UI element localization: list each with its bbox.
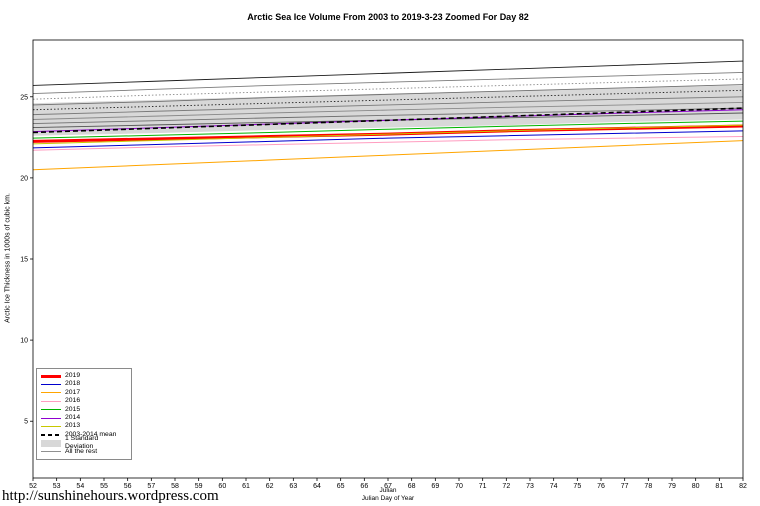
series-line-2016: [32, 136, 744, 151]
legend-item: 2003-2014 mean: [41, 431, 127, 439]
y-axis-label: Arctic Ice Thickness in 1000s of cubic k…: [4, 193, 12, 323]
x-tick-label: 56: [124, 483, 132, 490]
x-axis-label-line2: Julian Day of Year: [361, 494, 415, 502]
x-tick-label: 61: [242, 483, 250, 490]
series-line-2003-2014-mean: [32, 107, 744, 134]
legend-label: 2003-2014 mean: [65, 430, 117, 438]
legend-item: All the rest: [41, 448, 127, 456]
series-line-2017: [32, 140, 744, 171]
x-tick-label: 59: [195, 483, 203, 490]
footer-link[interactable]: http://sunshinehours.wordpress.com: [2, 488, 219, 504]
rest-line: [32, 96, 744, 116]
rest-line: [32, 84, 744, 106]
x-tick-label: 76: [597, 483, 605, 490]
legend-item: 2019: [41, 372, 127, 380]
x-tick-label: 81: [715, 483, 723, 490]
legend-swatch: [41, 439, 61, 447]
x-tick-label: 57: [147, 483, 155, 490]
series-line-2018: [32, 130, 744, 149]
x-tick-label: 58: [171, 483, 179, 490]
x-tick-label: 71: [479, 483, 487, 490]
series-line-2015: [32, 120, 744, 139]
legend-label: 2014: [65, 413, 81, 421]
rest-line: [32, 89, 744, 111]
series-line-2013: [32, 124, 744, 145]
legend-label: 2016: [65, 397, 81, 405]
rest-line: [32, 71, 744, 94]
legend-item: 2015: [41, 406, 127, 414]
legend-swatch: [41, 384, 61, 386]
x-tick-label: 66: [360, 483, 368, 490]
x-tick-label: 82: [739, 483, 747, 490]
x-tick-label: 70: [455, 483, 463, 490]
rest-line: [32, 107, 744, 124]
x-tick-label: 64: [313, 483, 321, 490]
legend-swatch: [41, 392, 61, 394]
legend-swatch: [41, 400, 61, 402]
x-tick-label: 54: [76, 483, 84, 490]
legend-item: 2016: [41, 397, 127, 405]
legend: 2019 2018 2017 2016 2015 2014 2013 2003-2014 me…: [36, 368, 132, 460]
y-tick-label: 10: [20, 338, 28, 345]
legend-label: 2013: [65, 422, 81, 430]
y-tick-label: 15: [20, 257, 28, 264]
legend-swatch: [41, 374, 61, 378]
x-tick-label: 69: [431, 483, 439, 490]
x-tick-label: 68: [408, 483, 416, 490]
legend-label: 1 Standard Deviation: [65, 434, 99, 451]
x-tick-label: 80: [692, 483, 700, 490]
rest-line: [32, 102, 744, 120]
legend-swatch: [41, 433, 61, 436]
legend-swatch: [41, 451, 61, 453]
x-tick-label: 79: [668, 483, 676, 490]
x-tick-label: 78: [644, 483, 652, 490]
chart-title: Arctic Sea Ice Volume From 2003 to 2019-…: [247, 12, 529, 22]
legend-label: 2018: [65, 380, 81, 388]
x-tick-label: 67: [384, 483, 392, 490]
x-tick-label: 53: [53, 483, 61, 490]
x-tick-label: 74: [550, 483, 558, 490]
y-tick-label: 5: [24, 419, 28, 426]
legend-label: All the rest: [65, 447, 98, 455]
legend-swatch: [41, 417, 61, 419]
std-deviation-band: [33, 85, 743, 136]
x-tick-label: 73: [526, 483, 534, 490]
x-tick-label: 77: [621, 483, 629, 490]
legend-item: 2014: [41, 414, 127, 422]
legend-item: 2018: [41, 380, 127, 388]
x-axis-label-line1: Julian: [379, 487, 397, 494]
legend-label: 2015: [65, 405, 81, 413]
legend-item: 2017: [41, 389, 127, 397]
legend-swatch: [41, 409, 61, 411]
legend-label: 2019: [65, 372, 81, 379]
x-tick-label: 55: [100, 483, 108, 490]
x-tick-label: 60: [218, 483, 226, 490]
legend-swatch: [41, 426, 61, 428]
rest-line: [32, 60, 744, 86]
rest-line: [32, 78, 744, 100]
x-tick-label: 65: [337, 483, 345, 490]
y-tick-label: 20: [20, 175, 28, 182]
x-tick-label: 52: [29, 483, 37, 490]
x-axis-label: Julian Julian Day of Year: [33, 487, 743, 502]
legend-item: 1 Standard Deviation: [41, 435, 127, 450]
x-tick-label: 63: [289, 483, 297, 490]
legend-item: 2013: [41, 422, 127, 430]
x-tick-label: 62: [266, 483, 274, 490]
legend-label: 2017: [65, 388, 81, 396]
x-tick-label: 75: [573, 483, 581, 490]
y-tick-label: 25: [20, 94, 28, 101]
x-tick-label: 72: [502, 483, 510, 490]
